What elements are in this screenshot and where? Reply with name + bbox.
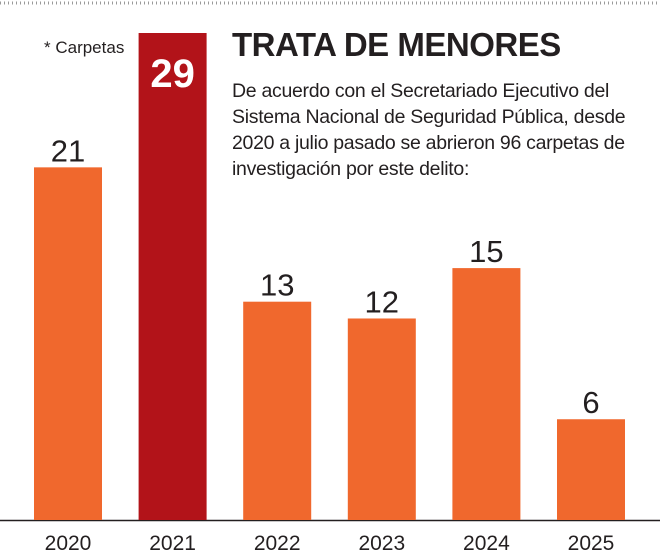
x-tick-label-2021: 2021: [149, 532, 196, 555]
x-tick-label-2020: 2020: [45, 532, 92, 555]
x-tick-label-2025: 2025: [568, 532, 615, 555]
x-tick-label-2022: 2022: [254, 532, 301, 555]
x-tick-label-2023: 2023: [358, 532, 405, 555]
value-label-2023: 12: [365, 284, 399, 319]
value-label-2024: 15: [469, 234, 503, 269]
value-label-2021: 29: [150, 52, 195, 96]
bar-2023: [347, 318, 416, 520]
unit-note: * Carpetas: [44, 38, 125, 57]
bar-2024: [452, 268, 521, 520]
x-tick-label-2024: 2024: [463, 532, 510, 555]
chart-title: TRATA DE MENORES: [232, 26, 561, 63]
value-label-2020: 21: [51, 133, 85, 168]
chart-description: De acuerdo con el Secretariado Ejecutivo…: [232, 80, 626, 180]
value-label-2025: 6: [582, 385, 599, 420]
bar-2020: [34, 167, 102, 520]
bar-2025: [557, 419, 625, 520]
value-label-2022: 13: [260, 268, 294, 303]
bar-2021: [138, 33, 207, 520]
bar-2022: [243, 301, 312, 520]
